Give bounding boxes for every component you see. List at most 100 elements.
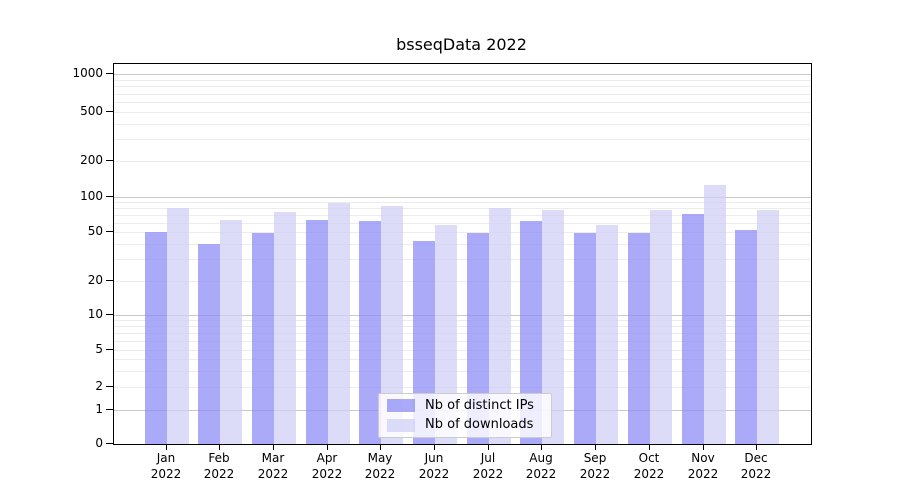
x-label-month: Sep xyxy=(583,451,607,465)
legend-row: Nb of downloads xyxy=(387,417,543,433)
x-label-year: 2022 xyxy=(525,467,557,481)
y-axis-tick xyxy=(106,231,113,232)
minor-gridline xyxy=(114,387,811,388)
legend-row: Nb of distinct IPs xyxy=(387,398,543,414)
bar-distinct-ips-jul xyxy=(467,233,489,444)
x-label-year: 2022 xyxy=(687,467,719,481)
x-label-year: 2022 xyxy=(203,467,235,481)
minor-gridline xyxy=(114,259,811,260)
x-label-year: 2022 xyxy=(472,467,504,481)
y-axis-tick-label: 50 xyxy=(87,224,103,238)
x-axis-tick-label: Dec 2022 xyxy=(724,450,788,482)
bar-distinct-ips-aug xyxy=(520,221,542,444)
minor-gridline xyxy=(114,350,811,351)
bar-distinct-ips-feb xyxy=(198,244,220,444)
bar-distinct-ips-apr xyxy=(306,220,328,444)
bar-distinct-ips-sep xyxy=(574,233,596,444)
x-label-month: Mar xyxy=(261,451,285,465)
bar-distinct-ips-dec xyxy=(735,230,757,444)
y-axis-tick-label: 10 xyxy=(87,307,103,321)
minor-gridline xyxy=(114,333,811,334)
legend-swatch-distinct-ips xyxy=(387,399,415,413)
x-label-month: Jul xyxy=(480,451,496,465)
minor-gridline xyxy=(114,371,811,372)
x-axis-tick xyxy=(434,444,435,450)
bar-downloads-dec xyxy=(757,210,779,444)
x-label-month: Oct xyxy=(638,451,660,465)
major-gridline xyxy=(114,315,811,316)
x-axis-tick-label: Apr 2022 xyxy=(295,450,359,482)
x-axis-tick xyxy=(541,444,542,450)
bar-downloads-jul xyxy=(489,208,511,444)
y-axis-tick-label: 20 xyxy=(87,273,103,287)
minor-gridline xyxy=(114,124,811,125)
y-axis-tick-label: 2 xyxy=(95,379,103,393)
y-axis-tick xyxy=(106,386,113,387)
x-label-year: 2022 xyxy=(150,467,182,481)
bar-downloads-sep xyxy=(596,225,618,444)
minor-gridline xyxy=(114,223,811,224)
y-axis-tick xyxy=(106,409,113,410)
x-axis-tick xyxy=(703,444,704,450)
bar-downloads-aug xyxy=(542,210,564,444)
x-label-month: Nov xyxy=(691,451,715,465)
y-axis-tick xyxy=(106,280,113,281)
minor-gridline xyxy=(114,320,811,321)
y-axis-tick-label: 0 xyxy=(95,436,103,450)
x-label-month: May xyxy=(367,451,393,465)
plot-area: Nb of distinct IPs Nb of downloads xyxy=(113,63,812,445)
minor-gridline xyxy=(114,281,811,282)
bar-distinct-ips-oct xyxy=(628,233,650,444)
x-axis-tick-label: Aug 2022 xyxy=(509,450,573,482)
x-axis-tick xyxy=(273,444,274,450)
minor-gridline xyxy=(114,202,811,203)
x-label-year: 2022 xyxy=(257,467,289,481)
x-axis-tick xyxy=(649,444,650,450)
bar-distinct-ips-mar xyxy=(252,233,274,444)
bar-downloads-feb xyxy=(220,220,242,444)
y-axis-tick xyxy=(106,160,113,161)
x-label-year: 2022 xyxy=(311,467,343,481)
x-label-month: Jun xyxy=(424,451,444,465)
x-label-year: 2022 xyxy=(740,467,772,481)
bar-downloads-jun xyxy=(435,225,457,444)
bar-downloads-oct xyxy=(650,210,672,444)
major-gridline xyxy=(114,197,811,198)
major-gridline xyxy=(114,74,811,75)
y-axis-tick-label: 200 xyxy=(80,153,103,167)
y-axis-tick-label: 1000 xyxy=(72,66,103,80)
x-axis-tick xyxy=(595,444,596,450)
x-label-month: Aug xyxy=(529,451,553,465)
minor-gridline xyxy=(114,341,811,342)
y-axis-tick xyxy=(106,349,113,350)
bar-downloads-apr xyxy=(328,203,350,444)
minor-gridline xyxy=(114,80,811,81)
minor-gridline xyxy=(114,161,811,162)
legend-swatch-downloads xyxy=(387,418,415,432)
bar-downloads-jan xyxy=(167,208,189,444)
bar-downloads-mar xyxy=(274,212,296,444)
y-axis-tick-label: 500 xyxy=(80,104,103,118)
x-axis-tick-label: Oct 2022 xyxy=(617,450,681,482)
y-axis-tick xyxy=(106,111,113,112)
x-label-year: 2022 xyxy=(579,467,611,481)
legend-label: Nb of distinct IPs xyxy=(425,397,534,413)
y-axis-tick xyxy=(106,314,113,315)
x-axis-tick-label: Sep 2022 xyxy=(563,450,627,482)
minor-gridline xyxy=(114,139,811,140)
minor-gridline xyxy=(114,359,811,360)
x-label-year: 2022 xyxy=(418,467,450,481)
minor-gridline xyxy=(114,208,811,209)
legend: Nb of distinct IPs Nb of downloads xyxy=(378,393,552,438)
x-label-month: Jan xyxy=(156,451,176,465)
x-label-year: 2022 xyxy=(364,467,396,481)
bar-downloads-may xyxy=(381,206,403,444)
x-axis-tick-label: Feb 2022 xyxy=(187,450,251,482)
y-axis-tick xyxy=(106,443,113,444)
x-axis-tick xyxy=(756,444,757,450)
minor-gridline xyxy=(114,112,811,113)
minor-gridline xyxy=(114,232,811,233)
x-label-year: 2022 xyxy=(633,467,665,481)
legend-label: Nb of downloads xyxy=(425,417,534,433)
minor-gridline xyxy=(114,326,811,327)
